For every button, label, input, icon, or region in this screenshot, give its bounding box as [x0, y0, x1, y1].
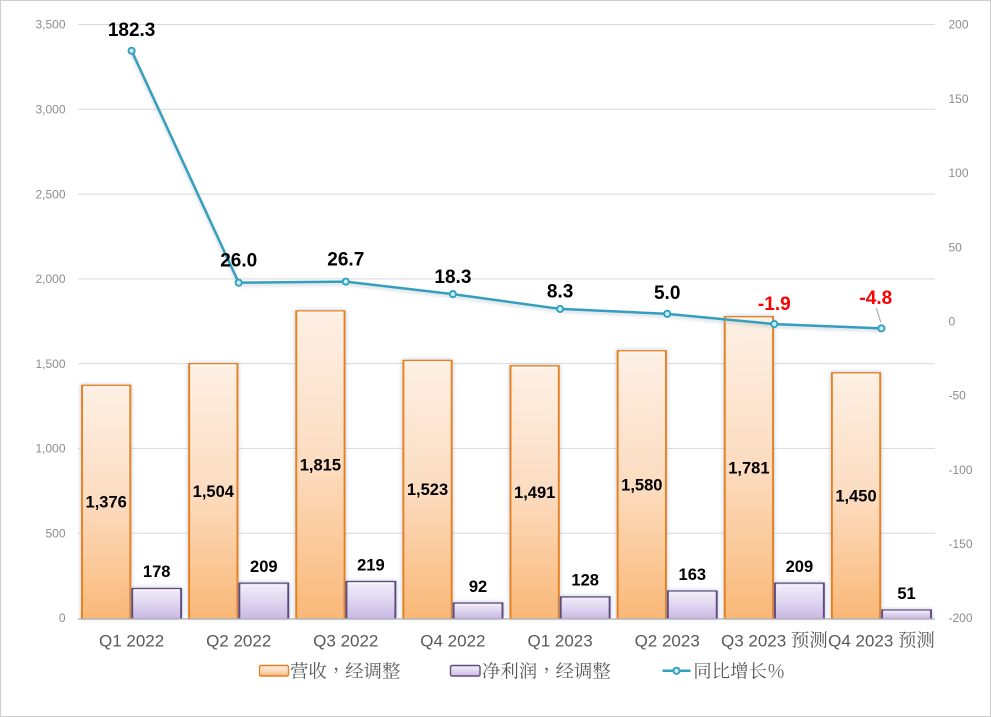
svg-text:0: 0: [59, 611, 66, 625]
svg-text:1,491: 1,491: [514, 484, 555, 502]
svg-text:2,000: 2,000: [35, 272, 65, 286]
svg-text:100: 100: [949, 166, 969, 180]
svg-text:163: 163: [679, 566, 707, 584]
svg-text:209: 209: [250, 558, 278, 576]
svg-text:1,504: 1,504: [193, 483, 235, 501]
svg-text:1,450: 1,450: [835, 487, 876, 505]
svg-text:1,376: 1,376: [86, 494, 127, 512]
svg-text:26.0: 26.0: [220, 251, 257, 272]
svg-text:0: 0: [949, 314, 956, 328]
svg-text:Q2 2023: Q2 2023: [635, 632, 700, 651]
svg-text:92: 92: [469, 578, 487, 596]
svg-text:209: 209: [786, 558, 814, 576]
svg-text:51: 51: [897, 585, 915, 603]
svg-text:3,000: 3,000: [35, 103, 65, 117]
svg-text:Q4 2023: Q4 2023: [828, 632, 893, 651]
svg-text:1,500: 1,500: [35, 357, 65, 371]
svg-text:3,500: 3,500: [35, 18, 65, 32]
svg-text:Q4 2022: Q4 2022: [420, 632, 485, 651]
svg-text:Q1 2022: Q1 2022: [99, 632, 164, 651]
svg-text:182.3: 182.3: [108, 20, 156, 41]
svg-text:178: 178: [143, 563, 171, 581]
svg-text:-50: -50: [949, 389, 967, 403]
svg-text:200: 200: [949, 18, 969, 32]
svg-text:26.7: 26.7: [327, 249, 364, 270]
svg-text:1,781: 1,781: [728, 459, 769, 477]
svg-text:-100: -100: [949, 463, 973, 477]
svg-text:150: 150: [949, 92, 969, 106]
svg-text:18.3: 18.3: [434, 267, 471, 288]
svg-text:50: 50: [949, 240, 963, 254]
svg-text:-1.9: -1.9: [758, 294, 791, 315]
svg-text:1,523: 1,523: [407, 481, 448, 499]
svg-text:128: 128: [571, 572, 599, 590]
svg-text:Q1 2023: Q1 2023: [527, 632, 592, 651]
svg-text:5.0: 5.0: [654, 283, 680, 304]
svg-text:1,580: 1,580: [621, 476, 662, 494]
svg-text:Q3 2023: Q3 2023: [721, 632, 786, 651]
svg-text:-200: -200: [949, 611, 973, 625]
svg-text:1,815: 1,815: [300, 456, 341, 474]
svg-text:-4.8: -4.8: [859, 288, 892, 309]
svg-text:Q2 2022: Q2 2022: [206, 632, 271, 651]
svg-text:219: 219: [357, 556, 385, 574]
svg-text:Q3 2022: Q3 2022: [313, 632, 378, 651]
svg-text:-150: -150: [949, 537, 973, 551]
svg-text:2,500: 2,500: [35, 187, 65, 201]
svg-text:500: 500: [45, 526, 65, 540]
svg-text:1,000: 1,000: [35, 442, 65, 456]
svg-text:8.3: 8.3: [547, 282, 573, 303]
